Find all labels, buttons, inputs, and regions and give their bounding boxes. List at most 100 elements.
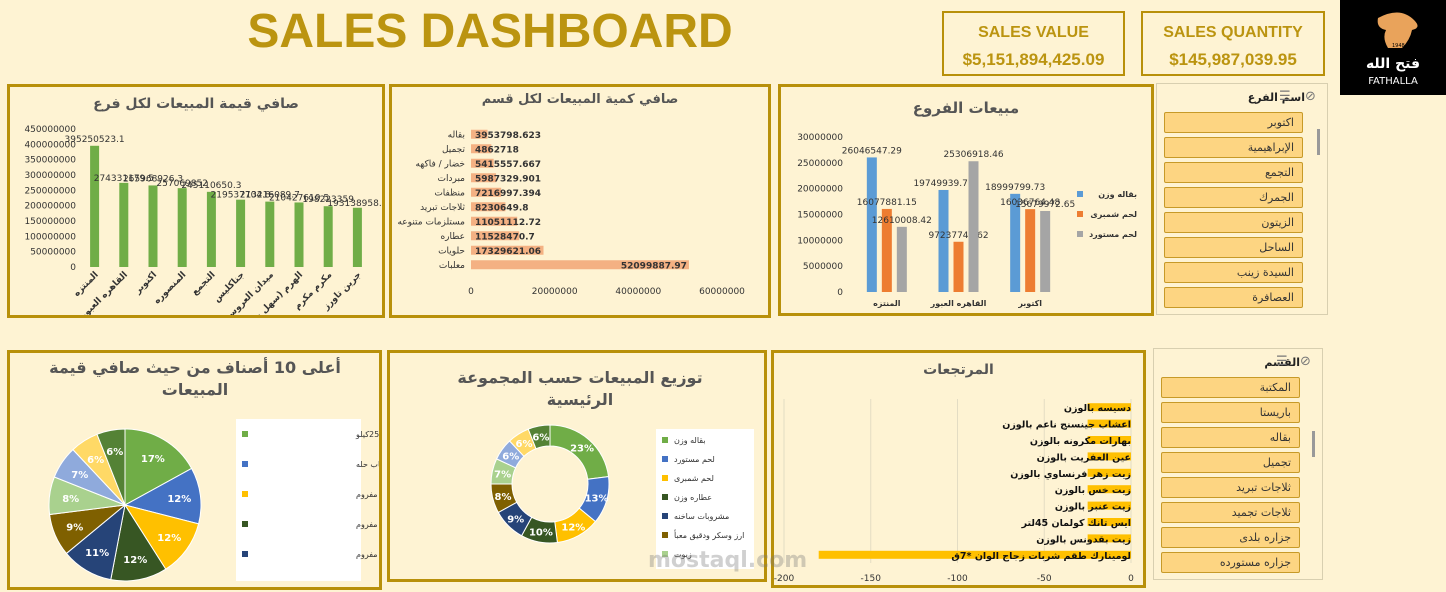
clear-filter-icon[interactable]: ⊘: [1305, 89, 1316, 104]
legend-swatch: [1077, 231, 1083, 237]
slice-label: 23%: [570, 444, 594, 455]
legend-label: لحمه امامى هندى مفروم: [356, 490, 379, 499]
branch-slicer-title: اسم الفرع: [1247, 91, 1305, 104]
x-tick-label: -50: [1037, 574, 1052, 584]
slicer-item-fridges[interactable]: ثلاجات تبريد: [1161, 477, 1300, 498]
slicer-item-sayeda[interactable]: السيدة زينب: [1164, 262, 1303, 283]
brand-name: FATHALLA: [1368, 76, 1418, 87]
legend-label: بقاله وزن: [1098, 190, 1137, 199]
groups-panel: توزيع المبيعات حسب المجموعة الرئيسية 23%…: [387, 350, 767, 582]
legend-swatch: [242, 431, 248, 437]
branch-slicer-header: اسم الفرع ☰ ⊘: [1157, 84, 1327, 112]
returns-panel: المرتجعات -200 -150 -100 -50 0 دسيسه بالوزن اع…: [771, 350, 1146, 588]
legend-box: [656, 429, 754, 569]
legend-label: ارز وسكر ودقيق معبأ: [674, 529, 744, 540]
data-label: 193138958.8: [327, 199, 382, 209]
slice-label: 7%: [494, 469, 511, 480]
y-tick-label: زيت بقدونس بالوزن: [1036, 534, 1131, 545]
bar: [1040, 210, 1051, 292]
bar: [177, 188, 187, 267]
section-slicer-scrollbar[interactable]: [1312, 431, 1315, 457]
slicer-item-ibrahimia[interactable]: الإبراهيمية: [1164, 137, 1303, 158]
section-slicer-header: القسم ☰ ⊘: [1154, 349, 1322, 377]
bar: [1087, 518, 1131, 526]
slicer-item-imported-butcher[interactable]: جزاره مستورده: [1161, 552, 1300, 573]
slice-label: 6%: [502, 451, 519, 462]
slicer-item-library[interactable]: المكتبة: [1161, 377, 1300, 398]
y-tick-label: 450000000: [24, 125, 76, 135]
y-tick-label: خضار / فاكهه: [415, 159, 465, 169]
slice-label: 12%: [123, 555, 147, 566]
legend-swatch: [662, 494, 668, 500]
y-tick-label: 100000000: [24, 232, 76, 242]
multi-select-icon[interactable]: ☰: [1279, 89, 1291, 104]
branch-slicer-scrollbar[interactable]: [1317, 129, 1320, 155]
y-tick-label: 5000000: [803, 262, 843, 272]
y-tick-label: 0: [837, 288, 843, 298]
brand-arabic: فتح الله: [1366, 56, 1420, 72]
y-tick-label: لومينارك طقم شربات زجاج الوان *7ق: [951, 551, 1131, 562]
data-label: 265968926.3: [123, 174, 183, 184]
bar: [953, 241, 964, 292]
bar: [471, 202, 506, 212]
branch-sales-chart: 0 5000000 10000000 15000000 20000000 25000000…: [797, 133, 1137, 308]
legend-label: زيوت: [674, 550, 692, 559]
data-label: 18999799.73: [985, 183, 1045, 193]
data-label: 5987329.901: [475, 174, 541, 184]
slice-label: 6%: [106, 447, 123, 458]
slice-label: 6%: [532, 432, 549, 443]
slicer-item-beauty[interactable]: تجميل: [1161, 452, 1300, 473]
bar: [471, 158, 494, 168]
legend-label: لحم شمبرى: [1090, 210, 1137, 219]
slicer-item-sahel[interactable]: الساحل: [1164, 237, 1303, 258]
slicer-item-grocery[interactable]: بقاله: [1161, 427, 1300, 448]
pie-slice: [96, 428, 126, 506]
clear-filter-icon[interactable]: ⊘: [1300, 354, 1311, 369]
legend-swatch: [1077, 191, 1083, 197]
y-tick-label: بقاله: [448, 130, 465, 140]
y-tick-label: 300000000: [24, 171, 76, 181]
slicer-item-local-butcher[interactable]: جزاره بلدى: [1161, 527, 1300, 548]
returns-title: المرتجعات: [923, 362, 994, 378]
slicer-item-asafra[interactable]: العصافرة: [1164, 287, 1303, 308]
y-tick-label: مبردات: [438, 174, 466, 184]
x-tick-label: التجمع: [190, 270, 217, 297]
data-label: 257069852: [156, 179, 208, 189]
section-slicer-title: القسم: [1264, 356, 1300, 369]
data-label: 11528470.7: [475, 232, 535, 242]
bar: [1087, 403, 1131, 412]
slicer-item-tagamoa[interactable]: التجمع: [1164, 162, 1303, 183]
data-label: 274331179.5: [94, 174, 154, 184]
section-slicer: القسم ☰ ⊘ المكتبة باريستا بقاله تجميل ثل…: [1153, 348, 1323, 580]
data-label: 12610008.42: [872, 216, 932, 226]
y-tick-label: 30000000: [797, 133, 843, 143]
slicer-item-barista[interactable]: باريستا: [1161, 402, 1300, 423]
returns-chart: -200 -150 -100 -50 0 دسيسه بالوزن اعشاب جينسنج…: [774, 399, 1134, 584]
slicer-item-october[interactable]: اكتوبر: [1164, 112, 1303, 133]
slicer-item-zeitoun[interactable]: الزيتون: [1164, 212, 1303, 233]
y-tick-label: 25000000: [797, 159, 843, 169]
y-tick-label: بهارات مكرونه بالوزن: [1030, 436, 1131, 447]
bar: [119, 182, 129, 267]
legend-label: لحم مستورد: [1089, 230, 1137, 239]
y-tick-label: ايس تانك كولمان 45لتر: [1021, 518, 1131, 529]
legend-label: لحم شمبرى/ كندور كباب حله: [356, 460, 379, 469]
y-tick-label: 200000000: [24, 202, 76, 212]
multi-select-icon[interactable]: ☰: [1276, 354, 1288, 369]
slice-label: 9%: [507, 514, 524, 525]
bar: [352, 207, 362, 267]
y-tick-label: مستلزمات متنوعه: [397, 217, 465, 227]
dashboard-title: SALES DASHBOARD: [247, 5, 733, 58]
legend-swatch: [662, 437, 668, 443]
data-label: 11051112.72: [475, 218, 541, 228]
section-qty-chart: بقاله 3953798.623 تجميل 4862718 خضار / فاكهه…: [397, 129, 745, 297]
y-tick-label: 20000000: [797, 185, 843, 195]
legend-swatch: [242, 551, 248, 557]
slice-label: 12%: [157, 533, 181, 544]
slicer-item-freezers[interactable]: ثلاجات تجميد: [1161, 502, 1300, 523]
data-label: 4862718: [475, 145, 519, 155]
slicer-item-gomrok[interactable]: الجمرك: [1164, 187, 1303, 208]
x-tick-label: 20000000: [532, 287, 578, 297]
data-label: 210427610.5: [269, 193, 329, 203]
top10-chart: 17% 12% 12% 12% 11% 9% 8% 7% 6%6% زبده طبيعي نيوز…: [48, 419, 379, 582]
